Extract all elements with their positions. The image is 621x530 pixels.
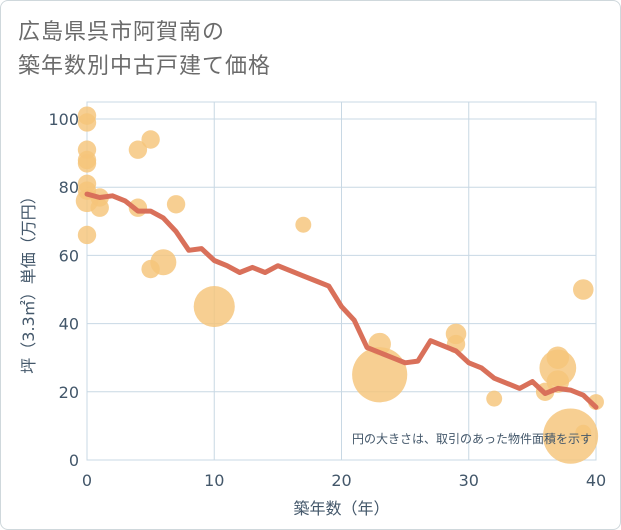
x-tick-label: 30 bbox=[459, 471, 479, 490]
data-bubble bbox=[193, 286, 235, 328]
x-axis-label: 築年数（年） bbox=[293, 499, 389, 518]
data-bubble bbox=[295, 216, 312, 233]
y-tick-label: 0 bbox=[69, 451, 79, 470]
chart-title: 広島県呉市阿賀南の 築年数別中古戸建て価格 bbox=[18, 16, 271, 84]
x-tick-label: 0 bbox=[82, 471, 92, 490]
y-tick-labels: 0 20 40 60 80 100 bbox=[48, 110, 79, 470]
average-price-line bbox=[84, 191, 599, 410]
y-tick-label: 20 bbox=[59, 383, 79, 402]
data-bubble bbox=[77, 113, 97, 132]
bubble-layer bbox=[75, 106, 604, 464]
y-tick-label: 100 bbox=[48, 110, 79, 129]
data-bubble bbox=[486, 390, 503, 407]
data-bubble bbox=[575, 424, 592, 441]
x-tick-label: 10 bbox=[204, 471, 224, 490]
y-axis-label: 坪（3.3㎡）単価（万円） bbox=[19, 188, 38, 373]
y-tick-label: 80 bbox=[59, 178, 79, 197]
data-bubble bbox=[128, 140, 148, 159]
x-tick-labels: 0 10 20 30 40 bbox=[82, 471, 606, 490]
data-bubble bbox=[166, 195, 186, 214]
data-bubble bbox=[77, 154, 97, 173]
x-tick-label: 20 bbox=[331, 471, 351, 490]
data-bubble bbox=[141, 130, 160, 149]
bubble-size-note: 円の大きさは、取引のあった物件面積を示す bbox=[352, 431, 592, 446]
y-tick-label: 40 bbox=[59, 315, 79, 334]
title-line-1: 広島県呉市阿賀南の bbox=[18, 20, 226, 45]
y-tick-label: 60 bbox=[59, 246, 79, 265]
data-bubble bbox=[352, 347, 408, 403]
data-bubble bbox=[542, 408, 599, 464]
data-bubble bbox=[572, 279, 594, 300]
x-tick-label: 40 bbox=[586, 471, 606, 490]
data-bubble bbox=[77, 225, 97, 245]
title-line-2: 築年数別中古戸建て価格 bbox=[18, 54, 272, 79]
data-bubble bbox=[90, 198, 109, 217]
data-bubble bbox=[150, 249, 177, 276]
